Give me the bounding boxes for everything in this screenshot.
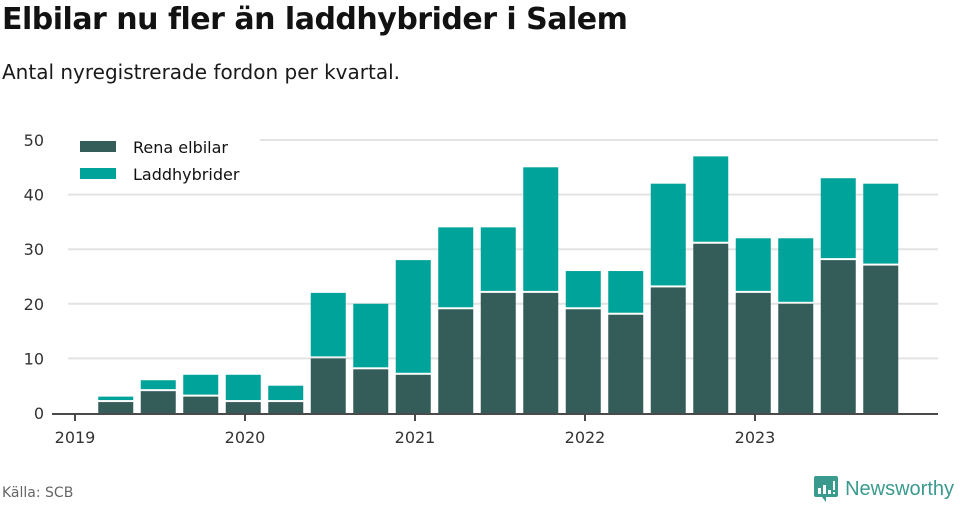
- bar-laddhybrider: [650, 183, 686, 286]
- bar-rena-elbilar: [438, 309, 474, 413]
- bar-rena-elbilar: [565, 309, 601, 413]
- bar-rena-elbilar: [183, 396, 219, 413]
- stacked-bar-chart: 0 10 20 30 40 50 2019 2020 2021 2022 2023 Rena el…: [23, 128, 938, 447]
- bar-rena-elbilar: [98, 402, 134, 413]
- bar-laddhybrider: [140, 380, 176, 390]
- brand-name: Newsworthy: [845, 477, 954, 500]
- legend-background: [68, 128, 260, 190]
- legend: Rena elbilar Laddhybrider: [68, 128, 260, 190]
- bar-rena-elbilar: [140, 391, 176, 413]
- bar-laddhybrider: [820, 178, 856, 259]
- legend-label-rena-elbilar: Rena elbilar: [133, 138, 228, 157]
- bar-rena-elbilar: [268, 402, 304, 413]
- bars: [98, 156, 899, 413]
- y-tick-label: 30: [24, 240, 44, 259]
- bar-laddhybrider: [225, 374, 261, 401]
- bar-laddhybrider: [353, 303, 389, 368]
- bar-rena-elbilar: [608, 314, 644, 413]
- bar-laddhybrider: [98, 396, 134, 401]
- x-tick-label: 2023: [735, 428, 776, 447]
- bar-rena-elbilar: [650, 287, 686, 413]
- bar-laddhybrider: [183, 374, 219, 395]
- y-tick-label: 50: [24, 131, 44, 150]
- bar-laddhybrider: [863, 183, 899, 264]
- chart-subtitle: Antal nyregistrerade fordon per kvartal.: [2, 60, 401, 84]
- bar-laddhybrider: [565, 271, 601, 308]
- bar-rena-elbilar: [735, 292, 771, 413]
- bar-rena-elbilar: [225, 402, 261, 413]
- y-tick-label: 40: [24, 186, 44, 205]
- x-tick-label: 2022: [565, 428, 606, 447]
- bar-laddhybrider: [310, 292, 346, 357]
- chart-title: Elbilar nu fler än laddhybrider i Salem: [2, 2, 628, 37]
- bar-laddhybrider: [480, 227, 516, 291]
- bar-rena-elbilar: [353, 369, 389, 413]
- bar-rena-elbilar: [523, 292, 559, 413]
- bar-rena-elbilar: [693, 243, 729, 413]
- y-tick-label: 10: [24, 349, 44, 368]
- x-tick-label: 2020: [225, 428, 266, 447]
- y-tick-label: 0: [34, 404, 44, 423]
- bar-laddhybrider: [608, 271, 644, 313]
- axes: 2019 2020 2021 2022 2023: [52, 413, 938, 447]
- bar-rena-elbilar: [778, 303, 814, 413]
- bar-rena-elbilar: [480, 292, 516, 413]
- legend-label-laddhybrider: Laddhybrider: [133, 165, 240, 184]
- bar-laddhybrider: [268, 385, 304, 401]
- bar-laddhybrider: [523, 167, 559, 291]
- legend-swatch-rena-elbilar: [80, 141, 116, 152]
- bar-rena-elbilar: [310, 358, 346, 413]
- bar-laddhybrider: [735, 238, 771, 291]
- newsworthy-logo-icon: [814, 476, 839, 502]
- bar-laddhybrider: [778, 238, 814, 302]
- bar-laddhybrider: [693, 156, 729, 242]
- source-note: Källa: SCB: [2, 485, 74, 501]
- bar-rena-elbilar: [863, 265, 899, 413]
- bar-laddhybrider: [438, 227, 474, 308]
- bar-rena-elbilar: [820, 260, 856, 413]
- x-tick-label: 2019: [55, 428, 96, 447]
- legend-swatch-laddhybrider: [80, 168, 116, 179]
- brand-logo: Newsworthy: [813, 475, 954, 503]
- x-tick-label: 2021: [395, 428, 436, 447]
- bar-laddhybrider: [395, 260, 431, 373]
- bar-rena-elbilar: [395, 374, 431, 413]
- y-tick-label: 20: [24, 295, 44, 314]
